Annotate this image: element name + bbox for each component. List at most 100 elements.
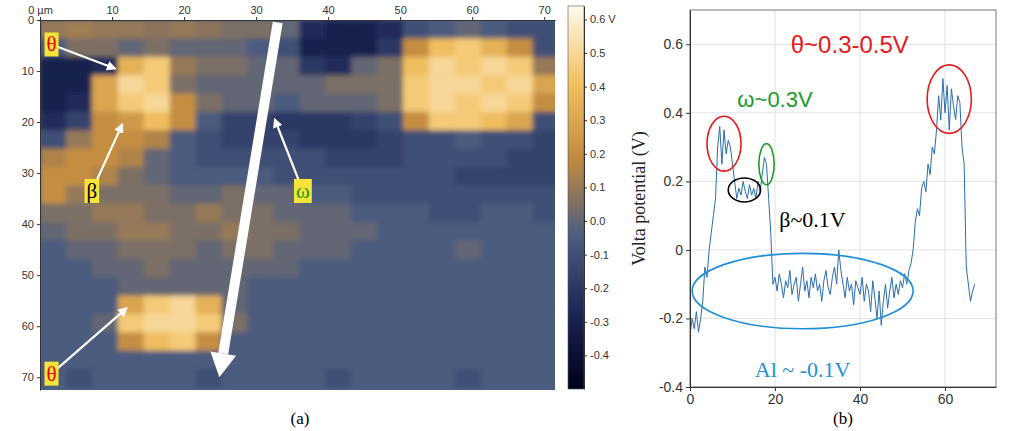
heatmap-cell <box>170 259 197 278</box>
heatmap-cell <box>455 130 482 149</box>
tick-mark <box>400 17 401 20</box>
annotation: β~0.1V <box>779 207 846 232</box>
heatmap-cell <box>40 93 67 112</box>
axis-line <box>691 387 997 388</box>
heatmap-cell <box>351 351 378 370</box>
heatmap-cell <box>118 332 145 351</box>
heatmap-cell <box>196 20 223 39</box>
tick-label: 0.2 <box>664 173 684 189</box>
phase-label: β <box>87 179 98 203</box>
heatmap-cell <box>351 222 378 241</box>
heatmap-cell <box>118 240 145 259</box>
heatmap-cell <box>222 93 249 112</box>
heatmap-cell <box>403 314 430 333</box>
heatmap-cell <box>196 332 223 351</box>
tick-label: 0.3 <box>590 114 605 126</box>
tick-label: 30 <box>22 167 34 179</box>
heatmap-cell <box>507 185 534 204</box>
heatmap-cell <box>533 149 555 168</box>
heatmap-cell <box>481 277 508 296</box>
heatmap-cell <box>325 20 352 39</box>
heatmap-cell <box>403 351 430 370</box>
heatmap-cell <box>377 351 404 370</box>
heatmap-cell <box>507 277 534 296</box>
heatmap-cell <box>118 93 145 112</box>
tick-mark <box>584 255 587 256</box>
heatmap-cell <box>144 314 171 333</box>
tick-label: -0.1 <box>590 249 609 261</box>
heatmap-cell <box>533 277 555 296</box>
heatmap-cell <box>40 204 67 223</box>
tick-mark <box>584 322 587 323</box>
panel-label: (b) <box>833 409 853 428</box>
heatmap-cell <box>403 38 430 57</box>
tick-mark <box>328 17 329 20</box>
heatmap-cell <box>377 93 404 112</box>
tick-label: 30 <box>250 4 262 16</box>
heatmap-cell <box>481 369 508 388</box>
phase-labels: θβωθ <box>44 32 311 385</box>
tick-mark <box>686 387 690 388</box>
heatmap-cell <box>299 240 326 259</box>
tick: 40 <box>22 218 40 230</box>
tick-mark <box>584 87 587 88</box>
heatmap-cell <box>507 20 534 39</box>
heatmap-cell <box>533 332 555 351</box>
heatmap-cell <box>196 75 223 94</box>
heatmap-cell <box>196 93 223 112</box>
tick: 0.3 <box>584 114 605 126</box>
heatmap-cell <box>92 112 119 131</box>
heatmap-cell <box>429 296 456 315</box>
heatmap-cell <box>273 204 300 223</box>
heatmap-cell <box>429 93 456 112</box>
heatmap-cell <box>403 130 430 149</box>
heatmap-cell <box>196 185 223 204</box>
heatmap-cell <box>170 93 197 112</box>
heatmap-cell <box>299 332 326 351</box>
heatmap-cell <box>170 130 197 149</box>
heatmap-cell <box>273 369 300 388</box>
heatmap-cell <box>170 222 197 241</box>
axis-line <box>41 20 556 21</box>
heatmap-cell <box>429 75 456 94</box>
heatmap-cell <box>247 332 274 351</box>
heatmap-cell <box>429 351 456 370</box>
heatmap-cell <box>40 296 67 315</box>
heatmap-cell <box>92 149 119 168</box>
heatmap-cell <box>403 259 430 278</box>
heatmap-cell <box>92 351 119 370</box>
tick-mark <box>686 318 690 319</box>
heatmap-cell <box>66 112 93 131</box>
heatmap-cell <box>118 222 145 241</box>
heatmap-cell <box>144 38 171 57</box>
heatmap-cell <box>118 204 145 223</box>
heatmap-cell <box>170 240 197 259</box>
tick: 30 <box>250 4 262 20</box>
heatmap-cell <box>481 130 508 149</box>
heatmap-cell <box>377 204 404 223</box>
tick: 60 <box>22 320 40 332</box>
heatmap-cell <box>429 314 456 333</box>
tick: 60 <box>938 387 954 407</box>
tick-mark <box>584 19 587 20</box>
heatmap-cell <box>377 314 404 333</box>
heatmap-cell <box>92 314 119 333</box>
tick-label: 0.6 V <box>590 13 616 25</box>
heatmap-cell <box>325 75 352 94</box>
heatmap-cell <box>377 369 404 388</box>
heatmap-cell <box>481 259 508 278</box>
heatmap-cell <box>170 20 197 39</box>
heatmap-cell <box>403 204 430 223</box>
heatmap-cell <box>66 75 93 94</box>
tick-mark <box>37 173 40 174</box>
heatmap-cell <box>377 38 404 57</box>
heatmap-cell <box>222 167 249 186</box>
heatmap-cell <box>247 351 274 370</box>
heatmap-cell <box>170 314 197 333</box>
heatmap-cell <box>325 130 352 149</box>
tick: 40 <box>853 387 869 407</box>
heatmap-cell <box>507 222 534 241</box>
heatmap-cell <box>144 93 171 112</box>
heatmap-cell <box>196 222 223 241</box>
heatmap-cell <box>325 314 352 333</box>
